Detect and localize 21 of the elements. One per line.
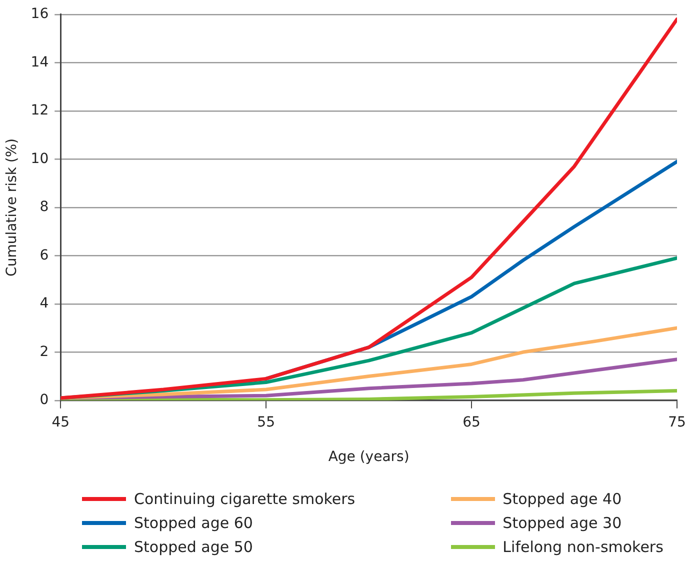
legend-label: Stopped age 50	[134, 538, 253, 556]
legend-label: Continuing cigarette smokers	[134, 490, 356, 508]
y-tick-label: 8	[40, 199, 49, 216]
legend-label: Stopped age 60	[134, 514, 253, 532]
x-tick-label: 45	[52, 414, 70, 430]
x-tick-label: 65	[462, 414, 480, 430]
x-axis-title: Age (years)	[328, 449, 410, 466]
x-tick-label: 75	[668, 414, 686, 430]
y-tick-label: 16	[30, 6, 49, 22]
y-tick-label: 6	[40, 247, 49, 264]
y-tick-label: 2	[40, 344, 49, 360]
y-tick-label: 10	[30, 150, 49, 167]
legend-label: Lifelong non-smokers	[502, 538, 664, 556]
legend-label: Stopped age 30	[502, 514, 622, 532]
y-tick-label: 0	[40, 392, 49, 408]
y-tick-label: 4	[40, 296, 49, 312]
y-axis-title: Cumulative risk (%)	[4, 138, 20, 276]
x-tick-label: 55	[257, 414, 275, 430]
legend-label: Stopped age 40	[502, 490, 622, 508]
y-tick-label: 12	[30, 102, 49, 119]
y-tick-label: 14	[30, 54, 49, 70]
